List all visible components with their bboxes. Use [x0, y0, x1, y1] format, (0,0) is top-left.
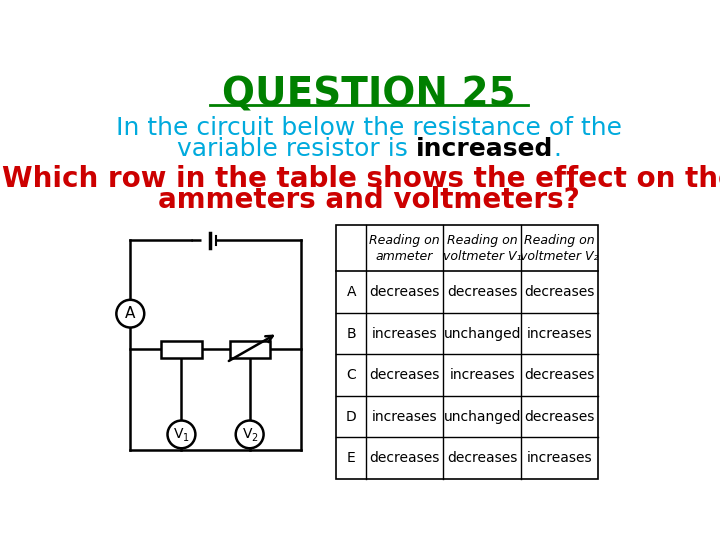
Text: increases: increases [449, 368, 515, 382]
Text: V: V [243, 427, 252, 441]
Circle shape [168, 421, 195, 448]
Text: ammeters and voltmeters?: ammeters and voltmeters? [158, 186, 580, 214]
Text: decreases: decreases [447, 451, 518, 465]
Text: unchanged: unchanged [444, 327, 521, 341]
Text: In the circuit below the resistance of the: In the circuit below the resistance of t… [116, 116, 622, 140]
Text: C: C [346, 368, 356, 382]
Text: decreases: decreases [524, 285, 595, 299]
Text: decreases: decreases [369, 451, 440, 465]
Text: decreases: decreases [369, 285, 440, 299]
Text: increases: increases [372, 410, 438, 424]
Bar [161, 341, 202, 357]
Text: Reading on
ammeter: Reading on ammeter [369, 234, 440, 262]
Text: increases: increases [527, 327, 593, 341]
Text: V: V [174, 427, 184, 441]
Circle shape [235, 421, 264, 448]
Text: E: E [347, 451, 356, 465]
Text: decreases: decreases [369, 368, 440, 382]
Text: 1: 1 [183, 433, 189, 443]
Text: decreases: decreases [524, 368, 595, 382]
Text: increases: increases [372, 327, 438, 341]
Text: Reading on
voltmeter V₁: Reading on voltmeter V₁ [443, 234, 521, 262]
Bar [336, 225, 598, 479]
Text: A: A [125, 306, 135, 321]
Text: increases: increases [527, 451, 593, 465]
Text: QUESTION 25: QUESTION 25 [222, 75, 516, 113]
Text: A: A [346, 285, 356, 299]
Text: Reading on
voltmeter V₂: Reading on voltmeter V₂ [521, 234, 599, 262]
Text: decreases: decreases [524, 410, 595, 424]
Bar [230, 341, 270, 357]
Circle shape [117, 300, 144, 328]
Text: unchanged: unchanged [444, 410, 521, 424]
Text: .: . [553, 138, 561, 161]
Text: B: B [346, 327, 356, 341]
Text: variable resistor is: variable resistor is [177, 138, 415, 161]
Text: Which row in the table shows the effect on the: Which row in the table shows the effect … [1, 165, 720, 193]
Text: 2: 2 [251, 433, 258, 443]
Text: increased: increased [415, 138, 553, 161]
Text: D: D [346, 410, 356, 424]
Text: decreases: decreases [447, 285, 518, 299]
